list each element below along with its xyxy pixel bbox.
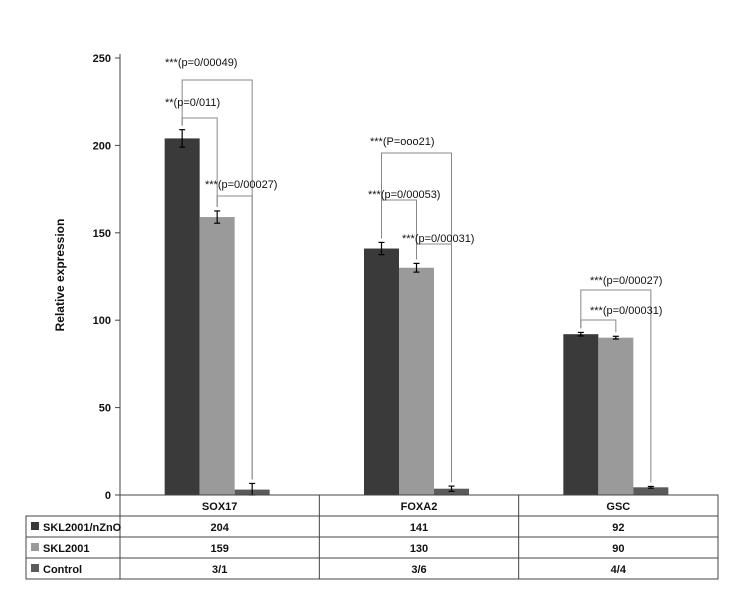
bar (164, 138, 200, 495)
legend-label: SKL2001/nZnO (43, 522, 122, 534)
y-tick-label: 0 (105, 490, 111, 502)
y-tick-label: 200 (93, 140, 111, 152)
x-category-label: FOXA2 (401, 501, 438, 513)
significance-bracket (181, 117, 218, 207)
table-cell: 90 (612, 543, 624, 555)
x-category-label: GSC (606, 501, 630, 513)
table-cell: 92 (612, 522, 624, 534)
data-table: SOX17 FOXA2 GSC SKL2001/nZnO 204 141 92 SKL2001… (25, 494, 719, 580)
table-cell: 130 (410, 543, 428, 555)
legend-label: SKL2001 (43, 543, 89, 555)
significance-label: ***(p=0/00049) (165, 57, 237, 69)
table-cell: 141 (410, 522, 428, 534)
bar (633, 487, 669, 495)
significance-bracket (216, 195, 253, 480)
table-cell: 3/6 (411, 564, 426, 576)
table-cell: 204 (210, 522, 229, 534)
significance-bracket (580, 319, 617, 333)
significance-label: ***(P=ooo21) (370, 136, 435, 148)
table-cell: 159 (210, 543, 228, 555)
y-tick-label: 100 (93, 315, 111, 327)
bar (563, 334, 599, 495)
significance-bracket (381, 199, 417, 260)
legend-label: Control (43, 564, 82, 576)
y-tick-label: 50 (99, 403, 111, 415)
legend-swatch (31, 564, 39, 572)
bar (364, 248, 399, 495)
y-tick-label: 250 (93, 53, 111, 65)
significance-label: ***(p=0/00031) (402, 233, 474, 245)
significance-bracket (580, 289, 652, 483)
significance-label: ***(p=0/00027) (205, 179, 277, 191)
significance-label: ***(p=0/00053) (368, 189, 440, 201)
bar (598, 337, 634, 495)
significance-label: **(p=0/011) (165, 97, 220, 109)
bar (199, 217, 235, 495)
significance-label: ***(p=0/00027) (590, 275, 662, 287)
significance-bracket (416, 243, 452, 483)
table-cell: 3/1 (212, 564, 227, 576)
y-tick-label: 150 (93, 228, 111, 240)
x-category-label: SOX17 (202, 501, 237, 513)
bar (399, 267, 434, 495)
significance-label: ***(p=0/00031) (590, 305, 662, 317)
legend-swatch (31, 522, 39, 530)
significance-annotations: ***(p=0/00049) **(p=0/011) ***(p=0/00027) *… (165, 57, 662, 483)
table-cell: 4/4 (611, 564, 627, 576)
legend-swatch (31, 543, 39, 551)
bars (164, 129, 669, 496)
y-ticks: 0 50 100 150 200 250 (93, 53, 120, 502)
y-axis-label: Relative expression (53, 219, 67, 332)
